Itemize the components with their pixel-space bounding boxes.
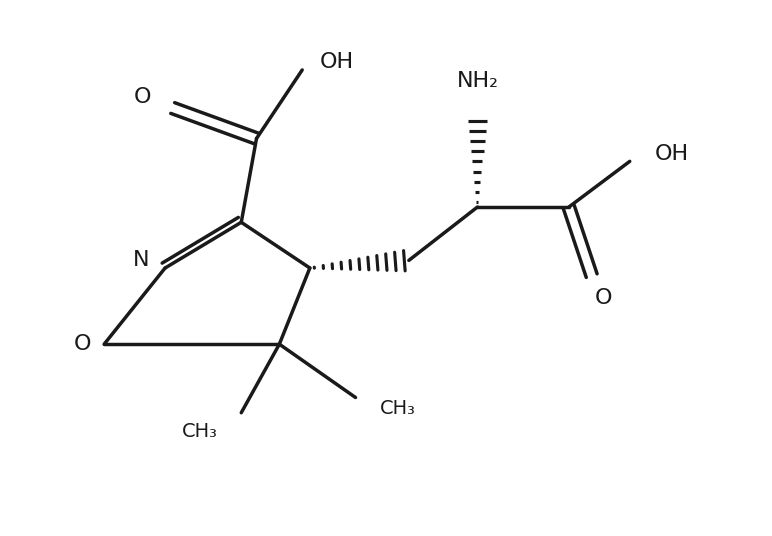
Text: O: O [594,288,612,309]
Text: CH₃: CH₃ [380,399,415,419]
Text: OH: OH [320,53,354,72]
Text: OH: OH [655,144,689,163]
Text: O: O [134,87,151,107]
Text: NH₂: NH₂ [456,71,499,91]
Text: O: O [74,334,92,354]
Text: N: N [133,250,149,270]
Text: CH₃: CH₃ [181,422,217,441]
